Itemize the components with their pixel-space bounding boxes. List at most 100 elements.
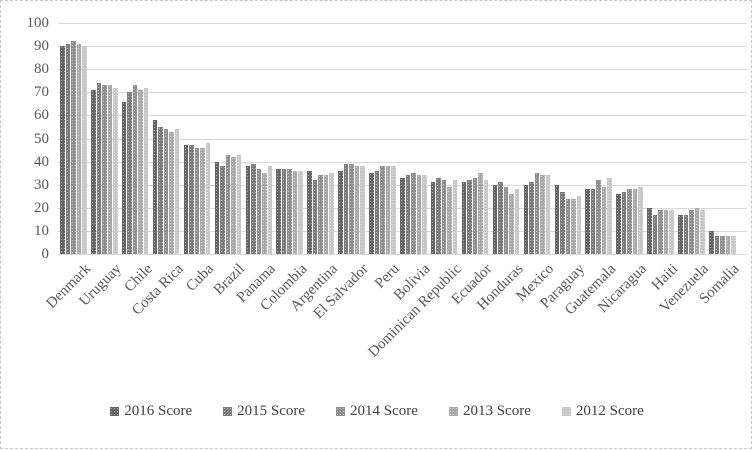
bar-group-mexico: [522, 23, 553, 254]
bar-2015-panama: [251, 163, 256, 254]
bar-2016-brazil: [214, 161, 220, 254]
bar-2012-dominican-republic: [452, 180, 458, 254]
bar-2014-mexico: [534, 173, 540, 254]
legend-item-2012: 2012 Score: [561, 403, 644, 420]
y-axis-tick-label: 0: [41, 246, 50, 262]
bar-2012-panama: [267, 166, 273, 254]
bar-2012-guatemala: [607, 177, 612, 254]
bar-2016-argentina: [307, 170, 312, 254]
bar-2016-chile: [121, 101, 127, 254]
legend-item-2016: 2016 Score: [110, 403, 192, 420]
bar-2013-nicaragua: [632, 189, 638, 254]
y-axis-tick-label: 100: [26, 15, 50, 31]
y-axis-tick-label: 70: [34, 84, 49, 101]
gridline-y-60: [58, 115, 747, 117]
bar-2014-uruguay: [102, 85, 107, 254]
gridline-y-50: [58, 138, 747, 140]
bar-2016-denmark: [60, 46, 65, 254]
bar-2013-colombia: [292, 170, 298, 254]
bar-2012-cuba: [205, 143, 211, 254]
bar-2013-el-salvador: [354, 166, 360, 254]
bar-2015-somalia: [714, 235, 720, 254]
bar-2014-ecuador: [472, 177, 478, 254]
legend-marker-icon: [223, 407, 233, 416]
bar-2015-argentina: [312, 180, 318, 254]
bar-group-paraguay: [552, 23, 583, 254]
bar-2016-panama: [245, 166, 251, 254]
bar-2013-dominican-republic: [447, 187, 452, 254]
bar-group-colombia: [274, 23, 305, 254]
bar-2016-el-salvador: [338, 170, 343, 254]
bar-2012-costa-rica: [174, 129, 180, 254]
bar-group-bolivia: [398, 23, 429, 254]
bar-2015-cuba: [189, 145, 194, 254]
bar-2016-uruguay: [91, 90, 96, 254]
bar-2012-chile: [143, 87, 149, 254]
bar-2013-somalia: [725, 235, 731, 254]
legend-label: 2016 Score: [124, 403, 193, 419]
bar-2013-panama: [262, 173, 267, 254]
bar-group-argentina: [305, 23, 336, 254]
bar-2014-panama: [256, 168, 262, 254]
bar-2014-chile: [132, 85, 138, 254]
bar-2016-ecuador: [461, 182, 467, 254]
bar-group-uruguay: [89, 23, 120, 254]
bar-2012-el-salvador: [360, 166, 365, 254]
legend-label: 2013 Score: [462, 403, 531, 419]
bar-2016-haiti: [647, 207, 652, 254]
bar-group-peru: [367, 23, 398, 254]
bar-2014-guatemala: [596, 180, 601, 254]
bar-group-ecuador: [460, 23, 491, 254]
gridline-y-70: [58, 92, 747, 94]
legend-marker-icon: [448, 407, 458, 416]
bar-2012-venezuela: [700, 210, 705, 254]
bar-2014-venezuela: [689, 210, 694, 254]
legend-label: 2015 Score: [237, 403, 306, 419]
bar-2016-somalia: [709, 230, 714, 254]
y-axis-tick-label: 60: [34, 107, 49, 124]
bar-2012-uruguay: [113, 87, 118, 254]
legend-item-2015: 2015 Score: [223, 403, 305, 420]
gridline-y-100: [58, 23, 747, 24]
bar-2012-brazil: [236, 154, 242, 254]
bar-2016-mexico: [523, 184, 529, 254]
legend-item-2014: 2014 Score: [336, 403, 418, 420]
bar-2012-peru: [391, 166, 396, 254]
bar-2014-cuba: [194, 147, 200, 254]
bar-2012-argentina: [329, 173, 334, 254]
bar-2013-ecuador: [478, 173, 483, 254]
bar-2016-guatemala: [585, 189, 590, 254]
y-axis-tick-label: 10: [34, 222, 49, 239]
y-axis-tick-label: 80: [34, 61, 49, 78]
bar-2015-honduras: [498, 182, 503, 254]
bar-2015-uruguay: [96, 83, 102, 254]
y-axis-tick-label: 30: [34, 176, 49, 193]
gridline-y-40: [58, 161, 747, 163]
bar-2013-argentina: [323, 175, 329, 254]
bar-2015-peru: [374, 170, 380, 254]
bar-2013-venezuela: [694, 207, 700, 254]
bar-2014-denmark: [71, 41, 76, 254]
bar-2013-bolivia: [416, 175, 422, 254]
legend-marker-icon: [336, 407, 346, 416]
bar-2012-nicaragua: [638, 187, 643, 254]
bar-2016-nicaragua: [616, 193, 621, 254]
bar-group-chile: [120, 23, 151, 254]
bar-2012-mexico: [545, 175, 551, 254]
bar-2014-somalia: [720, 235, 725, 254]
gridline-y-80: [58, 69, 747, 71]
gridline-y-90: [58, 46, 747, 48]
bar-2013-haiti: [663, 210, 669, 254]
bar-2014-costa-rica: [163, 129, 169, 254]
bar-2012-honduras: [514, 189, 520, 254]
bar-2015-costa-rica: [158, 126, 163, 254]
bar-2013-cuba: [200, 147, 205, 254]
bar-2015-haiti: [652, 214, 658, 254]
bar-2016-bolivia: [400, 177, 405, 254]
bar-2015-paraguay: [560, 191, 565, 254]
bar-2015-colombia: [281, 168, 287, 254]
y-axis-tick-label: 40: [34, 153, 49, 170]
bar-2013-costa-rica: [169, 131, 174, 254]
bar-2014-colombia: [287, 168, 292, 254]
